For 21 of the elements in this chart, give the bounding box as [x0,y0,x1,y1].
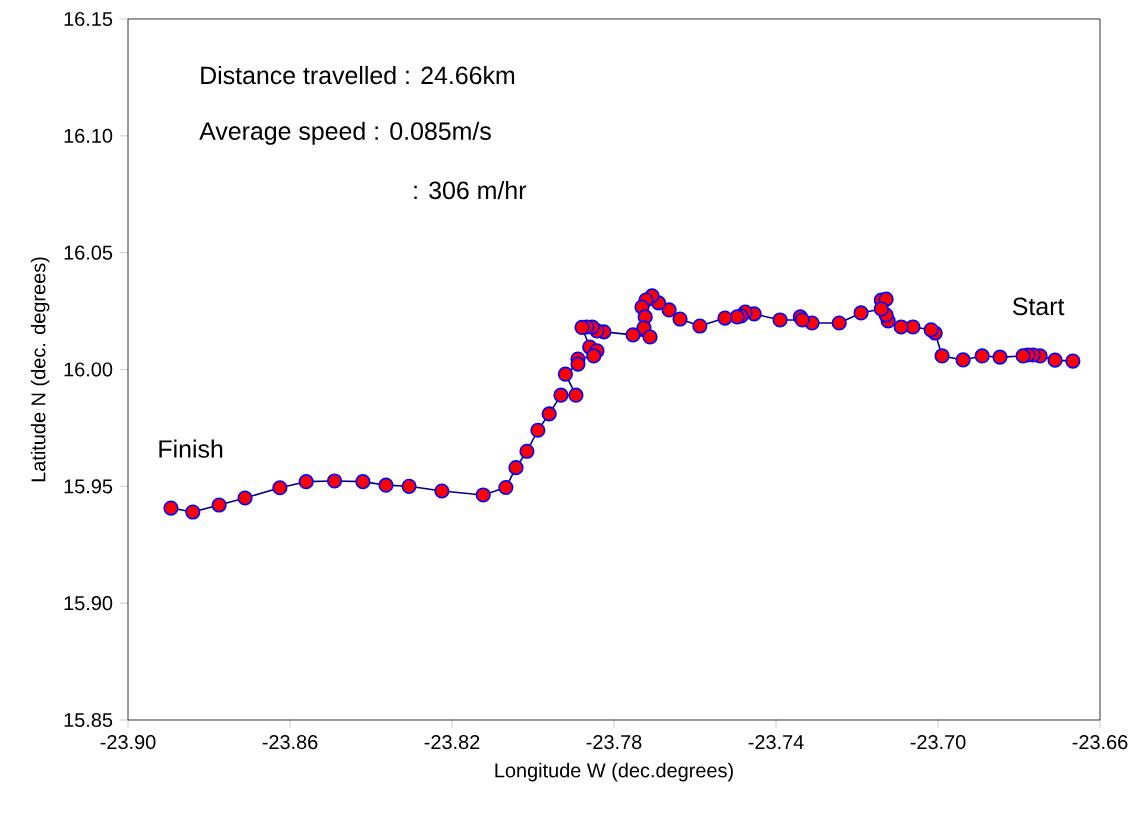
y-tick-label: 16.00 [64,362,113,377]
annotation: Distance travelled : 24.66km [201,65,515,85]
y-tick-label: 16.05 [64,245,113,260]
y-tick-label: 16.10 [64,128,113,143]
y-axis-title: Latitude N (dec. degrees) [30,257,50,482]
x-tick-label: -23.70 [910,735,966,750]
x-axis-title: Longitude W (dec.degrees) [495,762,733,782]
annotation: Average speed : 0.085m/s [199,121,491,145]
y-tick-label: 15.85 [64,712,113,728]
x-tick-label: -23.66 [1072,735,1128,750]
y-tick-label: 15.90 [64,596,113,611]
annotation: : 306 m/hr [414,180,527,200]
x-tick-label: -23.74 [748,735,804,750]
annotation: Start [1012,297,1065,316]
x-tick-label: -23.86 [262,735,318,750]
y-tick-label: 15.95 [64,479,113,494]
x-tick-label: -23.82 [424,735,480,750]
x-tick-label: -23.78 [586,735,642,750]
y-tick-label: 16.15 [64,11,113,27]
x-tick-label: -23.90 [100,735,156,750]
annotation: Finish [159,439,223,458]
